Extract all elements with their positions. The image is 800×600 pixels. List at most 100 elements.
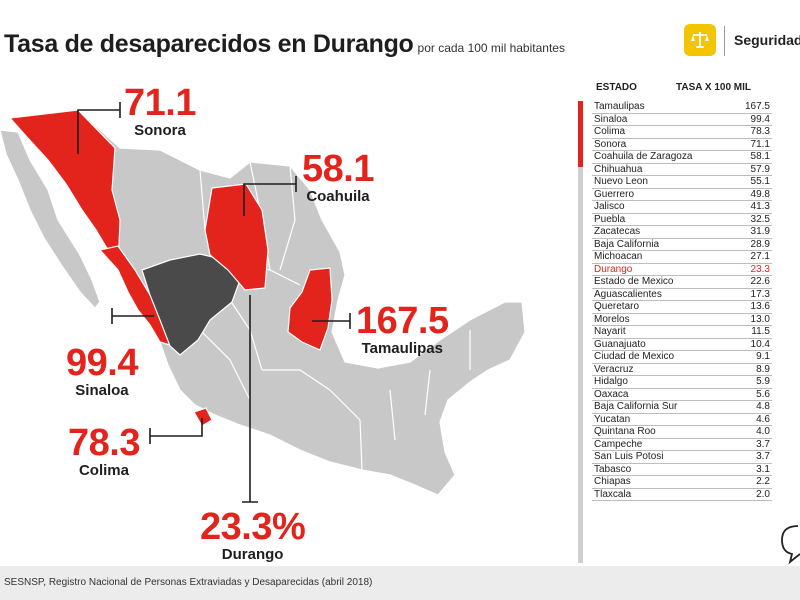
table-row: Quintana Roo 4.0 xyxy=(592,426,772,439)
table-row: Colima 78.3 xyxy=(592,126,772,139)
table-row: Morelos 13.0 xyxy=(592,313,772,326)
callout-state: Sinaloa xyxy=(75,382,129,399)
table-cell-rate: 11.5 xyxy=(751,326,770,337)
table-cell-rate: 55.1 xyxy=(750,176,770,187)
callout-value: 71.1 xyxy=(124,82,196,124)
table-cell-rate: 58.1 xyxy=(750,151,770,162)
colima-shape xyxy=(193,407,213,427)
table-cell-state: Colima xyxy=(594,126,626,137)
table-row: Zacatecas 31.9 xyxy=(592,226,772,239)
brand-label: Seguridad xyxy=(734,32,800,48)
table-row: Aguascalientes 17.3 xyxy=(592,288,772,301)
table-cell-rate: 78.3 xyxy=(750,126,770,137)
table-cell-state: Tabasco xyxy=(594,463,632,475)
table-row: Tlaxcala 2.0 xyxy=(592,488,772,501)
table-cell-state: Morelos xyxy=(594,313,630,325)
callout-state: Coahuila xyxy=(306,188,370,205)
table-cell-state: Veracruz xyxy=(594,363,634,375)
table-cell-rate: 10.4 xyxy=(750,338,770,350)
callout-tamaulipas: 167.5 Tamaulipas xyxy=(356,302,449,358)
table-cell-rate: 4.0 xyxy=(756,426,770,437)
table-cell-rate: 57.9 xyxy=(750,163,770,175)
table-cell-state: Zacatecas xyxy=(594,226,641,237)
table-row: San Luis Potosi 3.7 xyxy=(592,451,772,464)
table-cell-state: Guanajuato xyxy=(594,338,646,350)
top-rank-indicator xyxy=(578,101,583,167)
table-cell-rate: 13.0 xyxy=(750,313,770,325)
table-cell-state: Nuevo Leon xyxy=(594,176,648,187)
table-cell-state: Sonora xyxy=(594,138,627,150)
table-cell-rate: 31.9 xyxy=(750,226,770,237)
table-cell-state: Michoacan xyxy=(594,251,643,262)
durango-shape xyxy=(141,253,241,356)
table-cell-state: Campeche xyxy=(594,438,643,450)
table-row: Nuevo Leon 55.1 xyxy=(592,176,772,189)
table-cell-rate: 49.8 xyxy=(750,188,770,200)
callout-state: Sonora xyxy=(134,122,186,139)
mexico-map xyxy=(0,102,526,503)
table-cell-rate: 5.6 xyxy=(756,388,770,400)
table-cell-state: Ciudad de Mexico xyxy=(594,351,675,362)
table-row: Tabasco 3.1 xyxy=(592,463,772,476)
table-row: Tamaulipas 167.5 xyxy=(592,101,772,114)
table-cell-rate: 13.6 xyxy=(750,301,770,312)
table-cell-rate: 8.9 xyxy=(756,363,770,375)
speech-bubble-icon xyxy=(778,522,800,571)
callout-coahuila: 58.1 Coahuila xyxy=(302,150,374,206)
table-row: Queretaro 13.6 xyxy=(592,301,772,314)
table-row: Yucatan 4.6 xyxy=(592,414,772,426)
table-cell-state: Oaxaca xyxy=(594,388,629,400)
table-cell-rate: 28.9 xyxy=(750,238,770,250)
table-cell-state: Quintana Roo xyxy=(594,426,656,437)
callout-value: 23.3% xyxy=(200,506,306,548)
scales-of-justice-icon xyxy=(684,24,716,56)
table-cell-state: Baja California Sur xyxy=(594,401,678,412)
table-cell-rate: 32.5 xyxy=(750,213,770,225)
rank-indicator xyxy=(578,167,583,563)
table-cell-rate: 9.1 xyxy=(756,351,770,362)
callout-value: 78.3 xyxy=(68,422,140,464)
table-cell-state: Guerrero xyxy=(594,188,635,200)
callout-value: 58.1 xyxy=(302,148,374,190)
table-row: Baja California 28.9 xyxy=(592,238,772,251)
table-cell-state: Estado de Mexico xyxy=(594,276,674,287)
callout-colima: 78.3 Colima xyxy=(68,424,140,480)
table-row: Veracruz 8.9 xyxy=(592,363,772,376)
tamaulipas-shape xyxy=(287,267,333,351)
table-cell-state: Queretaro xyxy=(594,301,640,312)
table-cell-rate: 3.1 xyxy=(756,463,770,475)
table-cell-state: Chihuahua xyxy=(594,163,643,175)
table-cell-state: Hidalgo xyxy=(594,376,628,387)
table-row: Jalisco 41.3 xyxy=(592,201,772,214)
table-cell-rate: 22.6 xyxy=(750,276,770,287)
table-cell-state: Coahuila de Zaragoza xyxy=(594,151,693,162)
table-cell-rate: 3.7 xyxy=(756,438,770,450)
table-row: Sonora 71.1 xyxy=(592,138,772,151)
table-cell-rate: 41.3 xyxy=(750,201,770,212)
table-row: Puebla 32.5 xyxy=(592,213,772,226)
table-row: Baja California Sur 4.8 xyxy=(592,401,772,414)
table-row: Durango 23.3 xyxy=(592,263,772,276)
callout-state: Colima xyxy=(78,462,129,479)
title-subtitle: por cada 100 mil habitantes xyxy=(417,41,565,55)
table-row: Ciudad de Mexico 9.1 xyxy=(592,351,772,364)
table-row: Guerrero 49.8 xyxy=(592,188,772,201)
page-title: Tasa de desaparecidos en Durango por cada… xyxy=(4,30,565,59)
table-row: Nayarit 11.5 xyxy=(592,326,772,339)
table-cell-state: Aguascalientes xyxy=(594,288,662,300)
table-cell-state: Chiapas xyxy=(594,476,631,487)
table-cell-rate: 23.3 xyxy=(750,263,770,275)
table-row: Estado de Mexico 22.6 xyxy=(592,276,772,289)
rate-table: Tamaulipas 167.5 Sinaloa 99.4 Colima 78.3 Sono… xyxy=(592,101,772,501)
table-cell-state: Tlaxcala xyxy=(594,488,632,500)
table-row: Campeche 3.7 xyxy=(592,438,772,451)
table-row: Coahuila de Zaragoza 58.1 xyxy=(592,151,772,164)
table-cell-state: Tamaulipas xyxy=(594,101,645,112)
table-cell-rate: 167.5 xyxy=(744,101,770,112)
table-row: Chihuahua 57.9 xyxy=(592,163,772,176)
title-text: Tasa de desaparecidos en Durango xyxy=(4,30,414,58)
table-cell-rate: 27.1 xyxy=(750,251,770,262)
table-cell-rate: 2.0 xyxy=(756,488,770,500)
sinaloa-shape xyxy=(98,245,171,346)
table-cell-state: Durango xyxy=(594,263,633,275)
